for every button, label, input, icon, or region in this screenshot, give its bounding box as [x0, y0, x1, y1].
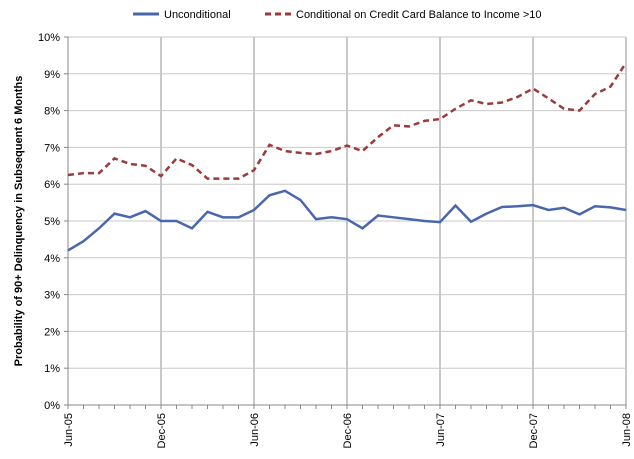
x-tick-label: Dec-06 [342, 413, 354, 448]
legend-label: Conditional on Credit Card Balance to In… [296, 9, 542, 21]
y-tick-label: 9% [44, 69, 60, 81]
x-tick-label: Jun-05 [63, 413, 75, 447]
x-tick-label: Jun-06 [249, 413, 261, 447]
x-tick-label: Dec-05 [156, 413, 168, 448]
y-tick-label: 10% [38, 32, 60, 44]
y-tick-label: 1% [44, 363, 60, 375]
series-line [67, 189, 627, 252]
y-tick-label: 4% [44, 253, 60, 265]
y-tick-label: 8% [44, 106, 60, 118]
y-tick-label: 2% [44, 326, 60, 338]
y-tick-label: 7% [44, 142, 60, 154]
y-axis-label: Probability of 90+ Delinquency in Subseq… [13, 76, 25, 367]
x-tick-label: Dec-07 [528, 413, 540, 448]
series-line [67, 62, 628, 180]
x-tick-label: Jun-07 [435, 413, 447, 447]
x-tick-label: Jun-08 [621, 413, 633, 447]
y-tick-label: 5% [44, 216, 60, 228]
legend-label: Unconditional [164, 9, 231, 21]
y-tick-label: 0% [44, 400, 60, 412]
y-tick-label: 3% [44, 290, 60, 302]
y-tick-label: 6% [44, 179, 60, 191]
